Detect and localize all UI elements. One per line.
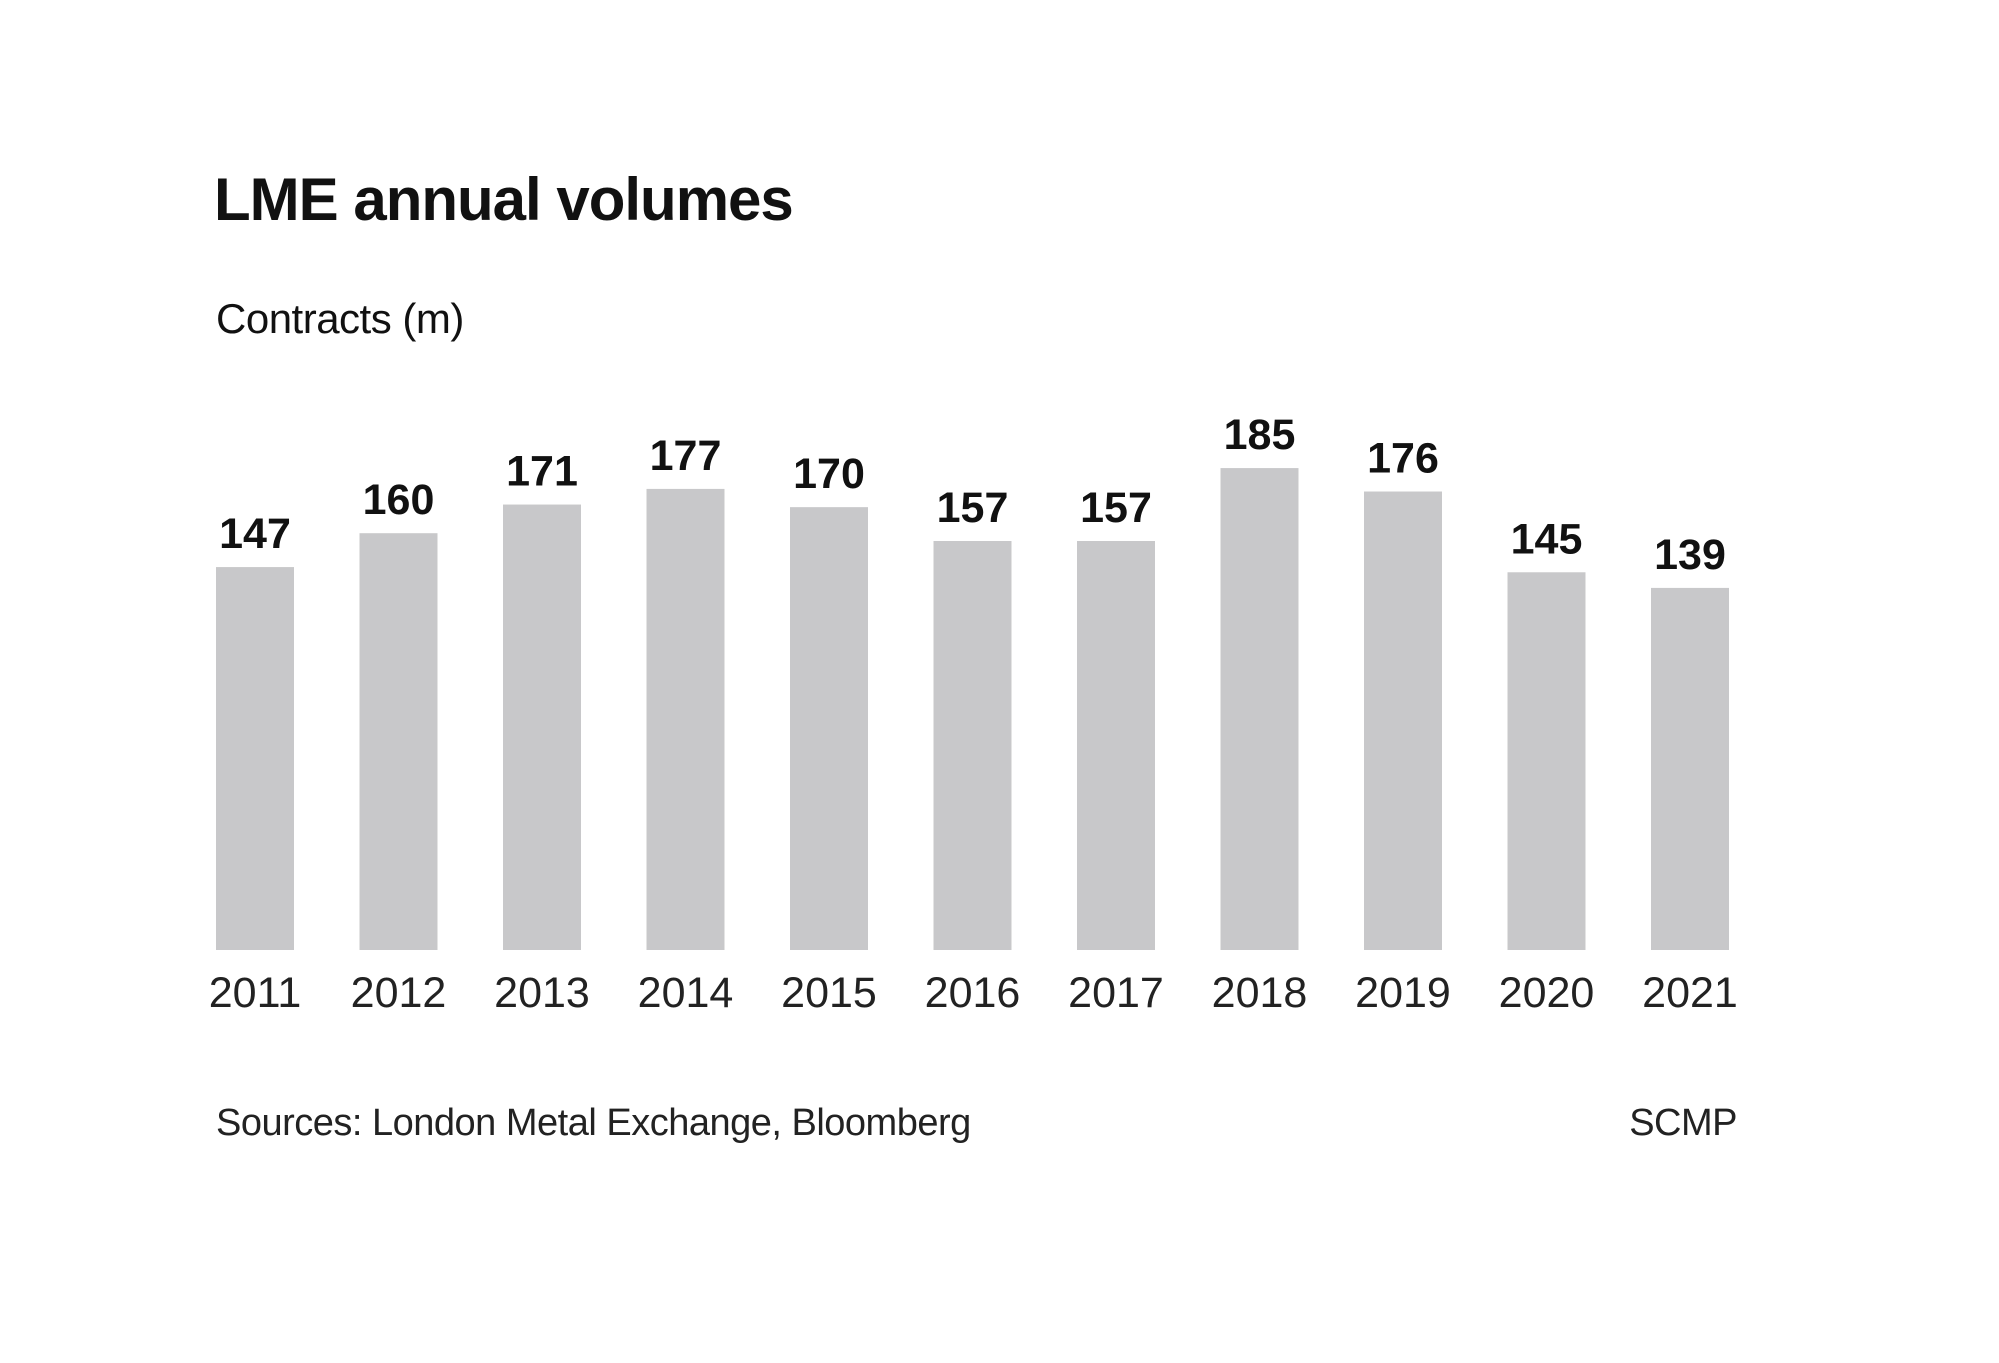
x-tick-label: 2015 [781, 969, 877, 1017]
x-tick-label: 2014 [638, 969, 734, 1017]
bar-2017 [1077, 541, 1155, 950]
credit: SCMP [1629, 1102, 1737, 1144]
data-label-2014: 177 [650, 432, 722, 480]
x-tick-label: 2012 [351, 969, 447, 1017]
x-tick-label: 2017 [1068, 969, 1164, 1017]
bar-2019 [1364, 491, 1442, 950]
data-label-2013: 171 [506, 448, 578, 496]
data-label-2017: 157 [1080, 484, 1152, 532]
x-tick-label: 2020 [1499, 969, 1595, 1017]
x-tick-label: 2019 [1355, 969, 1451, 1017]
x-tick-label: 2011 [209, 969, 301, 1017]
bar-2011 [216, 567, 294, 950]
bar-2013 [503, 504, 581, 950]
x-tick-label: 2018 [1212, 969, 1308, 1017]
bar-2014 [646, 488, 725, 950]
data-label-2011: 147 [219, 510, 291, 558]
chart-subtitle: Contracts (m) [216, 295, 464, 342]
bar-2021 [1651, 587, 1729, 950]
chart-title: LME annual volumes [214, 166, 794, 233]
bar-2012 [359, 533, 438, 950]
data-label-2016: 157 [937, 484, 1009, 532]
bar-2018 [1220, 468, 1299, 950]
bar-2016 [933, 541, 1012, 950]
data-label-2021: 139 [1654, 531, 1726, 579]
bar-2020 [1507, 572, 1586, 950]
data-label-2015: 170 [793, 450, 865, 498]
bar-2015 [790, 507, 868, 950]
x-tick-label: 2021 [1642, 969, 1738, 1017]
x-tick-label: 2013 [494, 969, 590, 1017]
data-label-2019: 176 [1367, 435, 1439, 483]
data-label-2012: 160 [363, 476, 435, 524]
x-tick-label: 2016 [925, 969, 1021, 1017]
source-note: Sources: London Metal Exchange, Bloomber… [216, 1102, 971, 1144]
data-label-2018: 185 [1224, 411, 1296, 459]
data-label-2020: 145 [1511, 515, 1583, 563]
